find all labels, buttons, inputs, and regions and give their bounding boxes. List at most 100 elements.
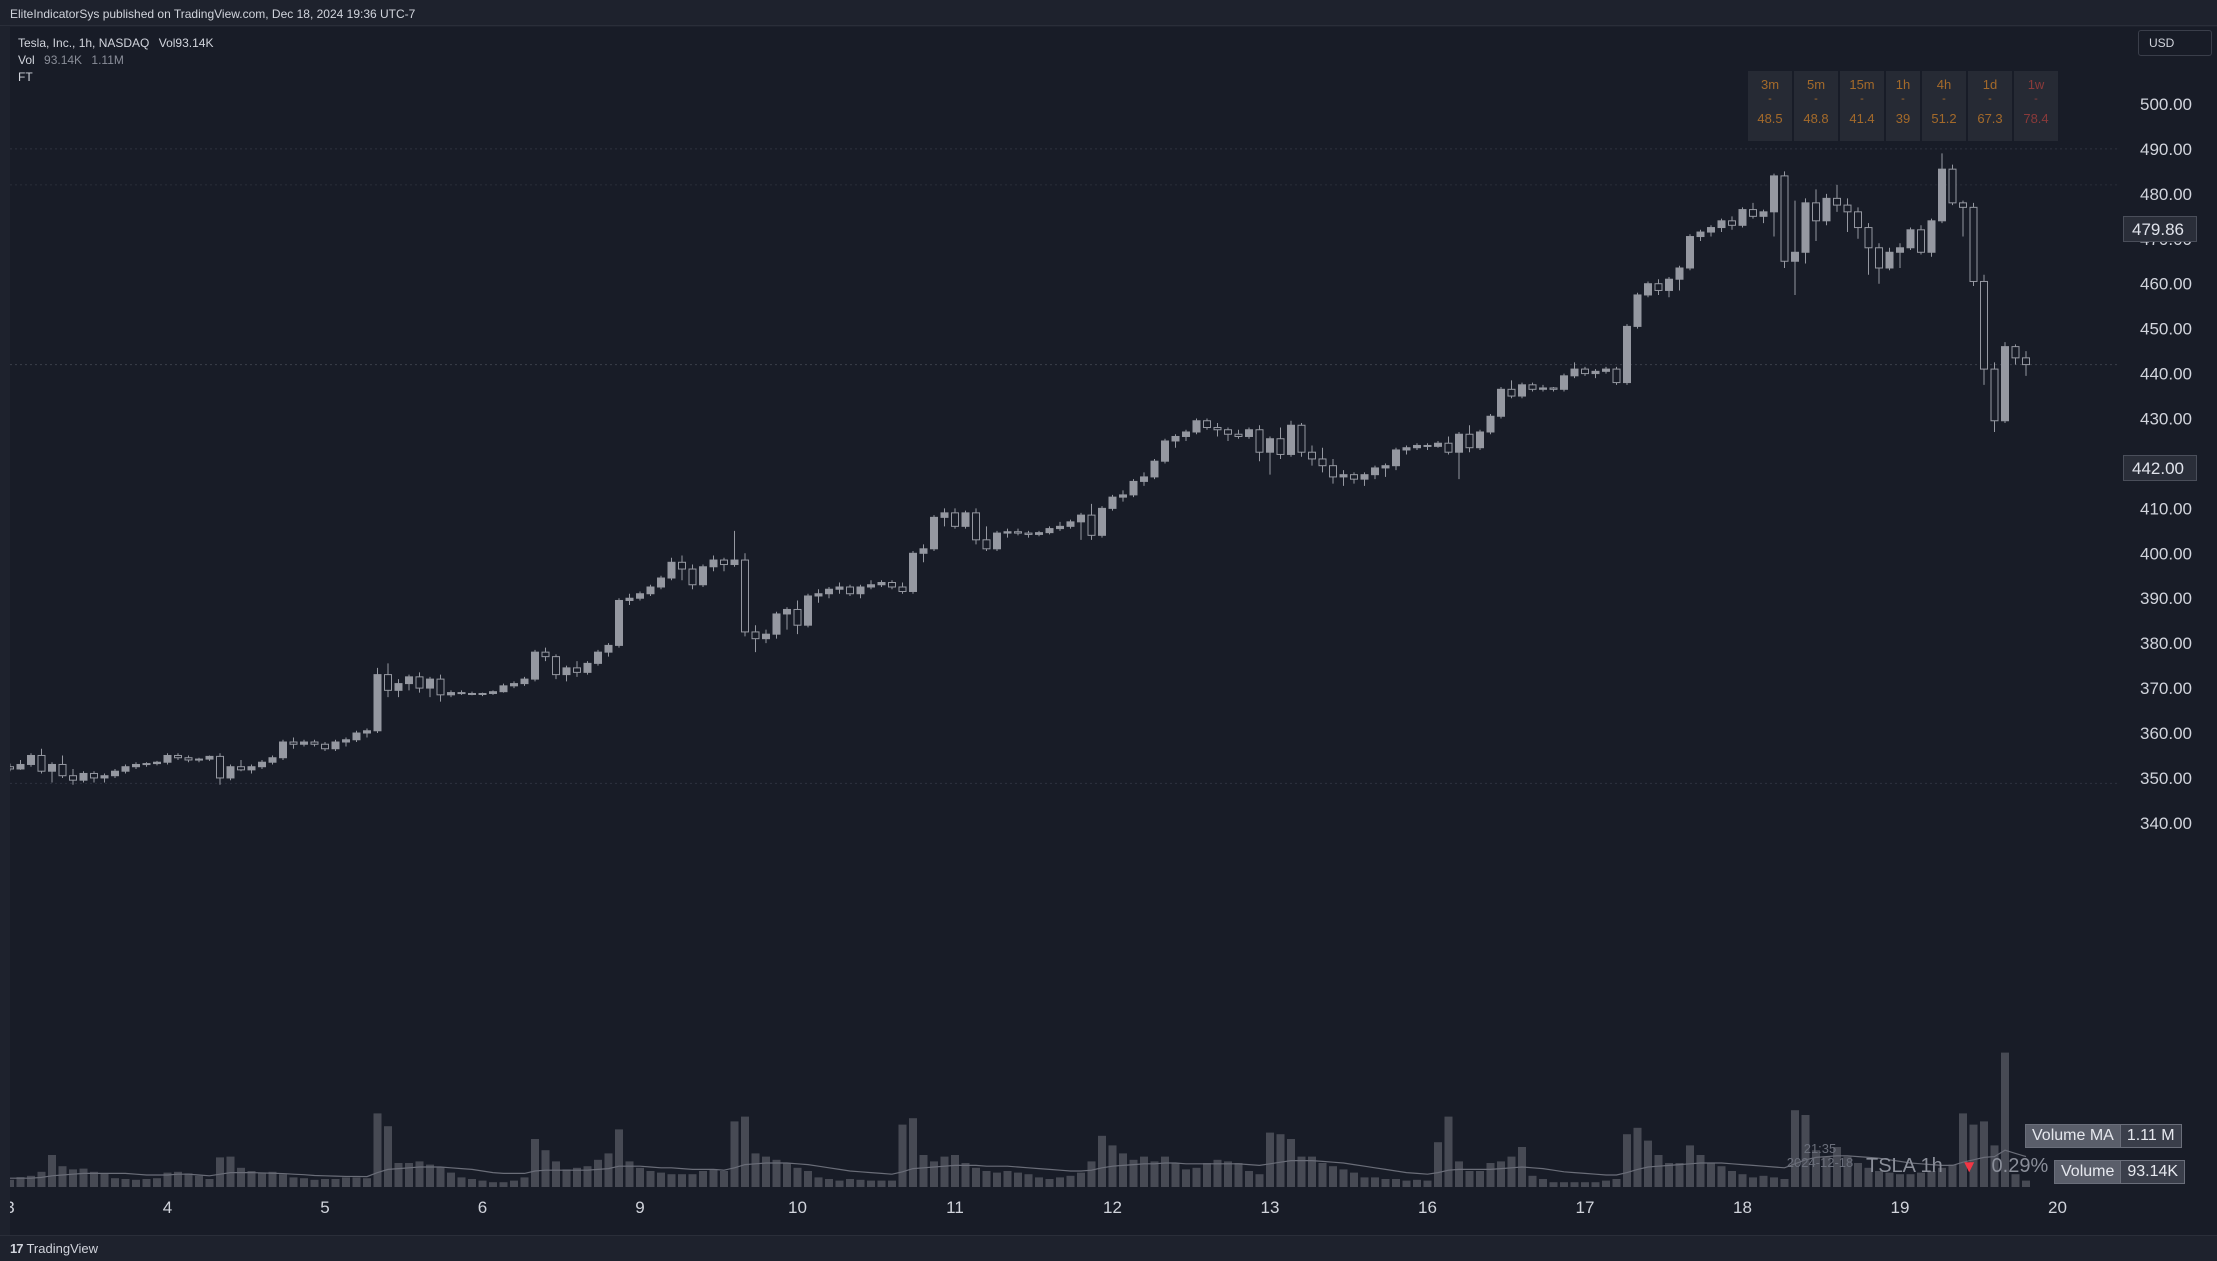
- chart-area[interactable]: 500.00490.00480.00470.00460.00450.00440.…: [10, 27, 2217, 1235]
- candle-down: [1423, 444, 1432, 447]
- volume-bar: [1864, 1167, 1873, 1187]
- volume-bar: [1402, 1180, 1411, 1187]
- candle-down: [1917, 229, 1925, 253]
- candle-up: [1717, 220, 1726, 229]
- candle-up: [247, 766, 256, 771]
- candle-up: [195, 758, 203, 761]
- volume-bar: [1035, 1177, 1043, 1187]
- timeframe-cell: 1h - 39: [1886, 71, 1920, 141]
- volume-bar: [720, 1171, 728, 1187]
- volume-bar: [1539, 1179, 1547, 1187]
- volume-bar: [1161, 1156, 1169, 1187]
- volume-bar: [1003, 1171, 1012, 1187]
- candle-up: [804, 595, 812, 626]
- volume-tag: Volume 93.14K: [2054, 1160, 2186, 1184]
- candle-up: [205, 755, 214, 760]
- volume-bar: [216, 1157, 224, 1187]
- volume-bar: [1801, 1115, 1810, 1187]
- candle-down: [1276, 438, 1285, 455]
- candle-up: [835, 586, 844, 590]
- candle-up: [814, 593, 823, 597]
- candle-down: [1990, 368, 1999, 422]
- candle-up: [1486, 415, 1495, 433]
- volume-bar: [1098, 1135, 1106, 1187]
- timeframe-cell: 4h - 51.2: [1922, 71, 1966, 141]
- volume-bar: [909, 1118, 917, 1187]
- volume-ma-key: Volume MA: [2025, 1124, 2121, 1148]
- candle-up: [1098, 507, 1106, 536]
- volume-bar: [478, 1180, 487, 1187]
- volume-bar: [730, 1121, 739, 1187]
- candle-up: [1413, 444, 1421, 449]
- candle-up: [1696, 231, 1705, 238]
- y-tick-label: 360.00: [2140, 724, 2192, 743]
- price-chart[interactable]: 500.00490.00480.00470.00460.00450.00440.…: [10, 27, 2217, 1235]
- timeframe-value: 48.8: [1803, 111, 1829, 126]
- volume-bar: [58, 1166, 67, 1187]
- x-tick-label: 13: [1261, 1198, 1280, 1217]
- y-tick-label: 460.00: [2140, 275, 2192, 294]
- volume-bar: [1707, 1163, 1715, 1187]
- candle-up: [1602, 368, 1610, 372]
- volume-bar: [1959, 1113, 1967, 1187]
- candle-down: [1749, 209, 1757, 217]
- volume-bar: [1203, 1163, 1211, 1187]
- volume-bar: [1486, 1163, 1495, 1187]
- volume-bar: [961, 1163, 970, 1187]
- volume-bar: [1917, 1172, 1925, 1187]
- volume-bar: [1822, 1156, 1831, 1187]
- candle-up: [1938, 168, 1946, 222]
- volume-bar: [951, 1155, 959, 1187]
- volume-bar: [226, 1156, 235, 1187]
- volume-bar: [1633, 1127, 1642, 1187]
- candle-down: [1465, 433, 1474, 449]
- candle-up: [1476, 431, 1484, 449]
- legend-indicator-row[interactable]: FT: [18, 69, 213, 86]
- volume-bar: [289, 1177, 298, 1187]
- timeframe-cell: 1d - 67.3: [1968, 71, 2012, 141]
- candle-down: [1024, 532, 1033, 535]
- legend-volume-row[interactable]: Vol 93.14K 1.11M: [18, 52, 213, 69]
- volume-bar: [1938, 1167, 1946, 1187]
- volume-bar: [835, 1180, 844, 1187]
- volume-bar: [1318, 1163, 1327, 1187]
- candle-up: [1140, 476, 1148, 482]
- currency-button[interactable]: USD: [2138, 30, 2212, 56]
- timeframe-dash: -: [1768, 93, 1772, 105]
- timeframe-value: 41.4: [1849, 111, 1875, 126]
- candle-down: [415, 676, 424, 689]
- volume-bar: [1213, 1159, 1222, 1187]
- volume-bar: [1686, 1145, 1694, 1187]
- candle-up: [961, 512, 970, 527]
- timeframe-dash: -: [1860, 93, 1864, 105]
- x-tick-label: 4: [163, 1198, 172, 1217]
- published-text: EliteIndicatorSys published on TradingVi…: [10, 7, 416, 21]
- volume-bar: [447, 1172, 455, 1187]
- volume-bar: [436, 1167, 445, 1187]
- candle-up: [856, 586, 865, 595]
- volume-bar: [688, 1174, 697, 1187]
- volume-bar: [2011, 1174, 2020, 1187]
- candle-up: [478, 692, 487, 695]
- volume-ma-line: [10, 1149, 2027, 1179]
- volume-bar: [352, 1177, 361, 1187]
- candle-up: [1402, 447, 1411, 451]
- candle-up: [268, 757, 277, 763]
- candle-up: [1560, 375, 1568, 390]
- timeframe-dash: -: [1814, 93, 1818, 105]
- candle-down: [972, 512, 980, 541]
- volume-bar: [258, 1172, 266, 1187]
- legend-indicator-name: FT: [18, 70, 33, 84]
- volume-bar: [2022, 1180, 2030, 1187]
- volume-bar: [373, 1113, 382, 1187]
- tradingview-brand[interactable]: 17 TradingView: [10, 1241, 98, 1256]
- volume-bar: [1675, 1163, 1684, 1187]
- candle-up: [1003, 531, 1012, 534]
- candle-up: [520, 678, 529, 685]
- legend-vol-label: Vol: [18, 53, 35, 67]
- candle-up: [1759, 211, 1768, 217]
- volume-bar: [972, 1167, 980, 1187]
- candle-up: [636, 593, 644, 599]
- volume-bar: [510, 1180, 518, 1187]
- volume-bar: [1560, 1182, 1568, 1187]
